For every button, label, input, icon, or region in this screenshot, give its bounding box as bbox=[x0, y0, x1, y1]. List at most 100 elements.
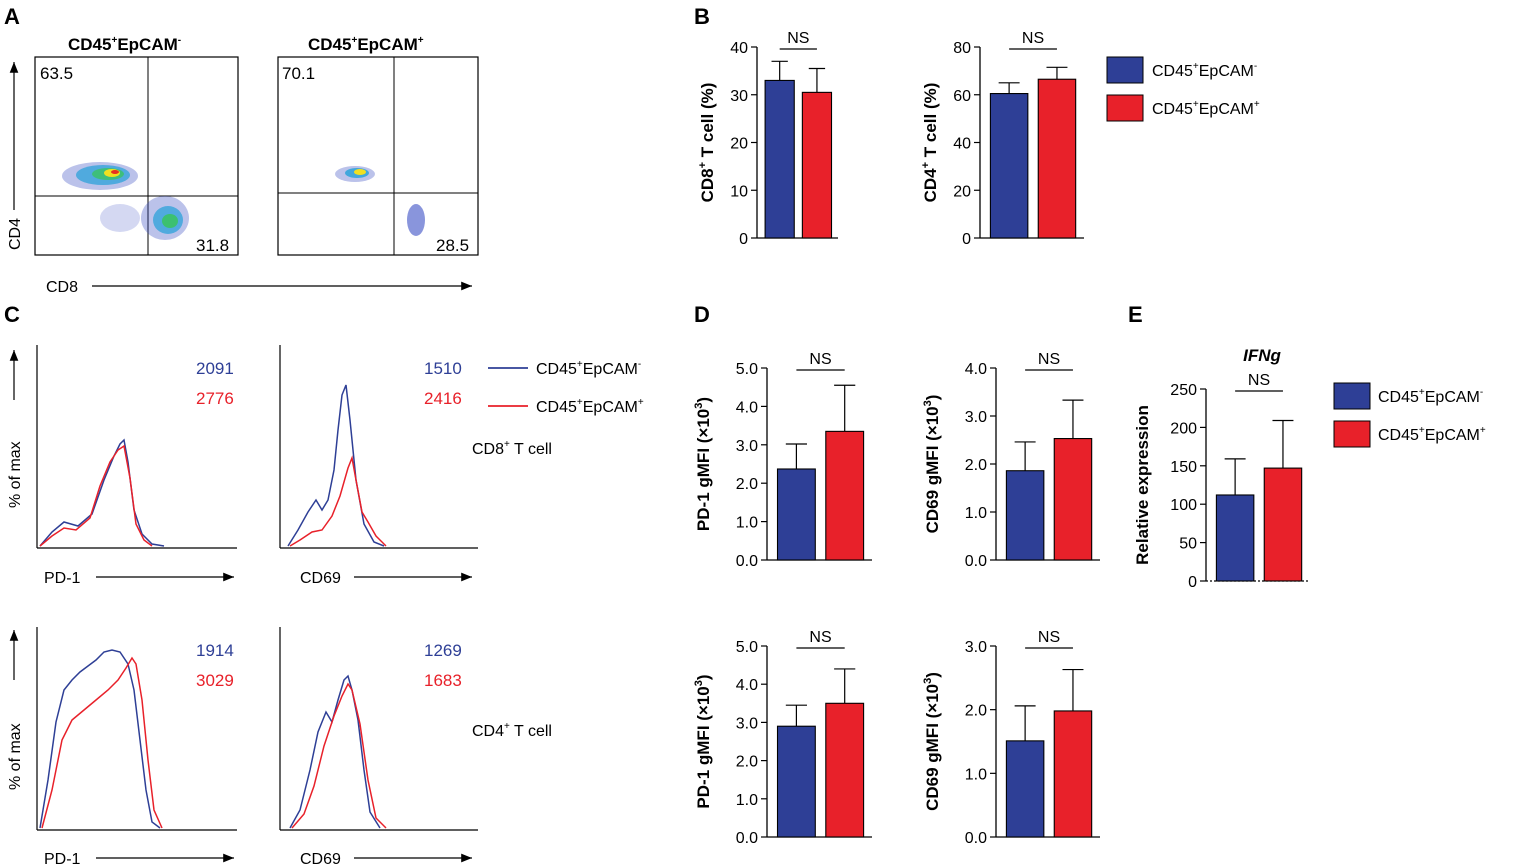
chart-d1-tick-label: 0.0 bbox=[736, 553, 758, 570]
panel-a-header-neg: CD45+EpCAM- bbox=[68, 35, 181, 54]
hist-1-pos-curve bbox=[39, 444, 153, 547]
chart-d2-sig-label: NS bbox=[1038, 351, 1060, 368]
panel-a-x-label: CD8 bbox=[46, 279, 78, 296]
panel-c-row-label-cd4: CD4+ T cell bbox=[472, 721, 552, 740]
chart-d2-y-label: CD69 gMFI (×103) bbox=[922, 395, 942, 534]
chart-d4: 0.0 1.0 2.0 3.0 NS CD69 gMFI (×103) bbox=[922, 629, 1100, 847]
chart-d3-tick-label: 0.0 bbox=[736, 830, 758, 847]
hist-3: 1914 3029 bbox=[36, 627, 237, 831]
chart-b1: 0 10 20 30 40 NS CD8+ T cell (%) bbox=[697, 30, 838, 248]
chart-d1-tick-label: 4.0 bbox=[736, 399, 758, 416]
chart-d1-y-label: PD-1 gMFI (×103) bbox=[693, 397, 713, 531]
chart-e1-y-label: Relative expression bbox=[1133, 405, 1152, 565]
chart-d3-tick-label: 2.0 bbox=[736, 754, 758, 771]
legend-b-neg-swatch bbox=[1106, 56, 1144, 84]
chart-e1-tick-label: 100 bbox=[1170, 497, 1197, 514]
chart-d3: 0.0 1.0 2.0 3.0 4.0 5.0 NS PD-1 gMFI (×103) bbox=[693, 629, 872, 847]
panel-label-c: C bbox=[4, 302, 20, 327]
hist-3-neg-value: 1914 bbox=[196, 641, 234, 660]
chart-b2-bar-pos bbox=[1037, 78, 1077, 239]
hist-2: 1510 2416 bbox=[279, 345, 478, 549]
hist-4-neg-value: 1269 bbox=[424, 641, 462, 660]
legend-e-pos-swatch bbox=[1333, 420, 1371, 448]
chart-b1-tick-label: 30 bbox=[730, 88, 748, 105]
hist-3-pos-value: 3029 bbox=[196, 671, 234, 690]
chart-d2-tick-label: 2.0 bbox=[965, 457, 987, 474]
legend-e-neg-text: CD45+EpCAM- bbox=[1378, 387, 1483, 406]
chart-e1-tick-label: 0 bbox=[1188, 574, 1197, 591]
hist-1-neg-curve bbox=[39, 438, 165, 547]
chart-d3-tick-label: 1.0 bbox=[736, 792, 758, 809]
chart-d4-tick-label: 1.0 bbox=[965, 766, 987, 783]
chart-b1-tick-label: 20 bbox=[730, 136, 748, 153]
hist-3-pos-curve bbox=[41, 656, 163, 829]
facs-plot-1-lr-value: 31.8 bbox=[196, 236, 229, 255]
bar-charts: 0 10 20 30 40 NS CD8+ T cell (%) 0 20 40 60 80 NS CD4… bbox=[693, 30, 1310, 847]
chart-d1-tick-label: 3.0 bbox=[736, 438, 758, 455]
chart-b2-sig-label: NS bbox=[1022, 30, 1044, 47]
hist-3-neg-curve bbox=[39, 649, 161, 829]
chart-d2-bar-pos bbox=[1053, 438, 1093, 561]
chart-d4-y-label: CD69 gMFI (×103) bbox=[922, 672, 942, 811]
chart-e1-bar-neg bbox=[1215, 494, 1255, 582]
legend-e-neg-swatch bbox=[1333, 382, 1371, 410]
chart-d1-tick-label: 2.0 bbox=[736, 476, 758, 493]
legend-b-pos-swatch bbox=[1106, 94, 1144, 122]
chart-d2: 0.0 1.0 2.0 3.0 4.0 NS CD69 gMFI (×103) bbox=[922, 351, 1100, 570]
chart-d1-bar-neg bbox=[776, 468, 816, 561]
chart-e1-tick-label: 250 bbox=[1170, 382, 1197, 399]
legend-e-pos-text: CD45+EpCAM+ bbox=[1378, 425, 1486, 444]
hist-2-neg-curve bbox=[287, 384, 385, 547]
chart-d3-y-label: PD-1 gMFI (×103) bbox=[693, 674, 713, 808]
facs-plot-1-frame bbox=[34, 56, 239, 256]
facs-plot-1-dots bbox=[62, 162, 189, 240]
chart-b2-y-label: CD4+ T cell (%) bbox=[920, 83, 940, 203]
panel-a-header-pos-text: CD45+EpCAM+ bbox=[308, 35, 424, 54]
chart-e1-sig-label: NS bbox=[1248, 372, 1270, 389]
chart-d4-tick-label: 2.0 bbox=[965, 703, 987, 720]
hist-4: 1269 1683 bbox=[279, 627, 478, 831]
chart-b1-tick-label: 0 bbox=[739, 231, 748, 248]
hist-1-neg-value: 2091 bbox=[196, 359, 234, 378]
chart-e1-title: IFNg bbox=[1243, 346, 1281, 365]
chart-b1-bar-neg bbox=[764, 79, 795, 239]
chart-b2-tick-label: 0 bbox=[962, 231, 971, 248]
chart-b2: 0 20 40 60 80 NS CD4+ T cell (%) bbox=[920, 30, 1084, 248]
legend-e: CD45+EpCAM- CD45+EpCAM+ bbox=[1333, 382, 1486, 448]
panel-label-e: E bbox=[1128, 302, 1143, 327]
chart-d4-tick-label: 3.0 bbox=[965, 639, 987, 656]
chart-b1-y-label: CD8+ T cell (%) bbox=[697, 83, 717, 203]
hist-4-neg-curve bbox=[289, 674, 381, 829]
chart-e1-tick-label: 200 bbox=[1170, 420, 1197, 437]
legend-b: CD45+EpCAM- CD45+EpCAM+ bbox=[1106, 56, 1260, 122]
panel-c-x-label-cd69-top: CD69 bbox=[300, 570, 341, 587]
panel-c-legend-pos-text: CD45+EpCAM+ bbox=[536, 397, 644, 416]
panel-label-a: A bbox=[4, 4, 20, 29]
panel-a-header-pos: CD45+EpCAM+ bbox=[308, 35, 424, 54]
panel-c-x-label-cd69-bottom: CD69 bbox=[300, 851, 341, 867]
panel-label-d: D bbox=[694, 302, 710, 327]
chart-d3-tick-label: 5.0 bbox=[736, 639, 758, 656]
panel-label-b: B bbox=[694, 4, 710, 29]
chart-b2-bar-neg bbox=[989, 93, 1029, 239]
chart-b1-tick-label: 10 bbox=[730, 183, 748, 200]
chart-d4-bar-neg bbox=[1005, 740, 1045, 838]
panel-c-x-label-pd1-top: PD-1 bbox=[44, 570, 81, 587]
chart-e1: 0 50 100 150 200 250 NS Relative expression IFNg bbox=[1133, 346, 1310, 591]
chart-d3-bar-pos bbox=[825, 702, 865, 838]
chart-b1-tick-label: 40 bbox=[730, 40, 748, 57]
chart-b1-sig-label: NS bbox=[787, 30, 809, 47]
panel-c-x-label-pd1-bottom: PD-1 bbox=[44, 851, 81, 867]
hist-4-pos-curve bbox=[291, 682, 387, 829]
chart-b2-tick-label: 40 bbox=[953, 136, 971, 153]
chart-d2-bar-neg bbox=[1005, 470, 1045, 561]
panel-a-y-label: CD4 bbox=[7, 218, 24, 250]
hist-1-pos-value: 2776 bbox=[196, 389, 234, 408]
legend-b-pos-text: CD45+EpCAM+ bbox=[1152, 99, 1260, 118]
panel-c-y-label-1: % of max bbox=[7, 441, 24, 508]
chart-b1-bar-pos bbox=[801, 91, 833, 239]
chart-d1-bar-pos bbox=[825, 430, 865, 561]
chart-d2-tick-label: 1.0 bbox=[965, 505, 987, 522]
chart-d2-tick-label: 0.0 bbox=[965, 553, 987, 570]
